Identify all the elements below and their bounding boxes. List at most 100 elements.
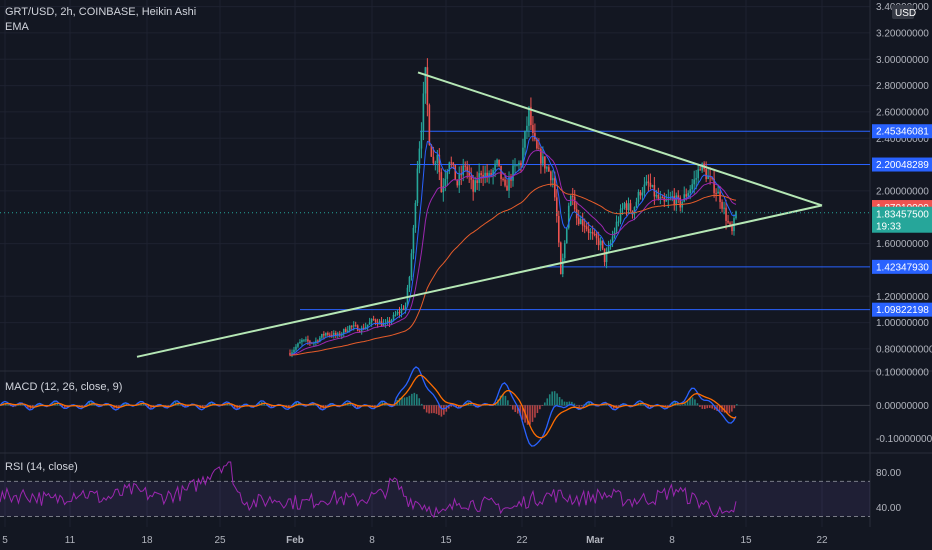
macd-histogram-bar bbox=[428, 405, 430, 414]
macd-histogram-bar bbox=[502, 394, 504, 406]
candle-body bbox=[512, 165, 514, 181]
candle-body bbox=[426, 67, 429, 106]
macd-histogram-bar bbox=[516, 405, 519, 414]
candle-body bbox=[611, 236, 614, 244]
price-axis-tick: 0.800000000 bbox=[876, 344, 932, 355]
candle-body bbox=[317, 340, 319, 342]
candle-body bbox=[422, 93, 425, 132]
candle-body bbox=[689, 189, 692, 194]
macd-histogram-bar bbox=[438, 405, 440, 416]
macd-histogram-bar bbox=[674, 401, 677, 406]
time-axis-tick: 8 bbox=[369, 535, 375, 546]
candle-body bbox=[727, 220, 729, 223]
candle-body bbox=[297, 343, 299, 347]
candle-body bbox=[474, 180, 476, 192]
candle-body bbox=[301, 340, 303, 342]
candle-body bbox=[430, 144, 433, 157]
candle-body bbox=[621, 207, 624, 210]
candle-body bbox=[587, 228, 590, 233]
candle-body bbox=[500, 165, 502, 180]
candle-body bbox=[695, 178, 697, 180]
candle-body bbox=[452, 162, 455, 165]
ema-legend: EMA bbox=[5, 21, 30, 33]
macd-histogram-bar bbox=[708, 405, 711, 408]
macd-histogram-bar bbox=[701, 405, 704, 409]
candle-body bbox=[577, 218, 580, 225]
candle-body bbox=[348, 325, 351, 331]
candle-body bbox=[468, 171, 470, 176]
macd-histogram-bar bbox=[398, 398, 401, 406]
candle-body bbox=[615, 221, 618, 232]
candle-body bbox=[715, 193, 717, 195]
macd-histogram-bar bbox=[507, 400, 509, 406]
macd-histogram-bar bbox=[27, 405, 29, 409]
candle-body bbox=[569, 195, 572, 206]
price-axis-tick: 2.00000000 bbox=[876, 186, 929, 197]
time-axis-tick: 18 bbox=[141, 535, 153, 546]
candle-body bbox=[368, 322, 371, 325]
macd-histogram-bar bbox=[354, 405, 357, 408]
candle-body bbox=[719, 191, 721, 202]
candle-body bbox=[496, 159, 498, 164]
candle-body bbox=[619, 209, 622, 222]
candle-body bbox=[321, 334, 323, 338]
macd-histogram-bar bbox=[733, 405, 736, 409]
candle-body bbox=[484, 172, 486, 178]
macd-histogram-bar bbox=[7, 404, 9, 406]
macd-histogram-bar bbox=[691, 397, 694, 406]
candle-body bbox=[605, 251, 608, 263]
level-tag: 2.20048289 bbox=[876, 160, 929, 171]
candle-body bbox=[408, 276, 411, 288]
candle-body bbox=[364, 326, 367, 330]
candle-body bbox=[557, 216, 560, 243]
candle-body bbox=[711, 177, 713, 179]
macd-histogram-bar bbox=[440, 405, 443, 417]
candle-body bbox=[649, 182, 652, 187]
candle-body bbox=[697, 169, 699, 179]
macd-histogram-bar bbox=[519, 405, 521, 416]
candle-body bbox=[480, 173, 482, 175]
candle-body bbox=[607, 246, 610, 252]
candle-body bbox=[627, 203, 630, 211]
candle-body bbox=[398, 311, 401, 313]
macd-histogram-bar bbox=[686, 400, 689, 406]
candle-body bbox=[713, 178, 715, 194]
candle-body bbox=[498, 159, 500, 166]
macd-histogram-bar bbox=[563, 401, 566, 406]
candle-body bbox=[685, 194, 688, 197]
candle-body bbox=[454, 164, 457, 181]
macd-histogram-bar bbox=[544, 402, 546, 406]
macd-histogram-bar bbox=[172, 403, 174, 406]
macd-histogram-bar bbox=[514, 405, 517, 412]
price-axis-tick: 2.60000000 bbox=[876, 107, 929, 118]
candle-body bbox=[350, 325, 353, 327]
macd-histogram-bar bbox=[174, 401, 177, 406]
macd-histogram-bar bbox=[81, 405, 83, 408]
candle-body bbox=[536, 139, 538, 149]
candle-body bbox=[436, 154, 439, 163]
candle-body bbox=[639, 191, 642, 196]
macd-histogram-bar bbox=[492, 405, 494, 406]
candle-body bbox=[418, 148, 421, 169]
candle-body bbox=[428, 105, 431, 145]
time-axis[interactable]: 5 11 18 25 Feb 8 15 22 Mar 8 15 22 bbox=[2, 535, 828, 546]
macd-histogram-bar bbox=[699, 405, 701, 407]
currency-badge[interactable]: USD bbox=[895, 8, 916, 19]
macd-histogram-bar bbox=[723, 405, 726, 413]
macd-histogram-bar bbox=[443, 405, 445, 415]
rsi-legend: RSI (14, close) bbox=[5, 461, 78, 473]
macd-histogram-bar bbox=[689, 397, 691, 406]
candle-body bbox=[721, 201, 723, 209]
candle-body bbox=[665, 200, 668, 202]
macd-histogram-bar bbox=[561, 399, 563, 406]
macd-histogram-bar bbox=[59, 405, 61, 406]
candle-body bbox=[593, 233, 596, 235]
macd-histogram-bar bbox=[324, 405, 327, 407]
candle-body bbox=[561, 258, 564, 275]
candle-body bbox=[434, 162, 437, 164]
currency-badge-box[interactable] bbox=[892, 5, 914, 19]
candle-body bbox=[358, 331, 361, 333]
price-axis-tick: 2.80000000 bbox=[876, 81, 929, 92]
trendlines[interactable] bbox=[136, 71, 823, 358]
